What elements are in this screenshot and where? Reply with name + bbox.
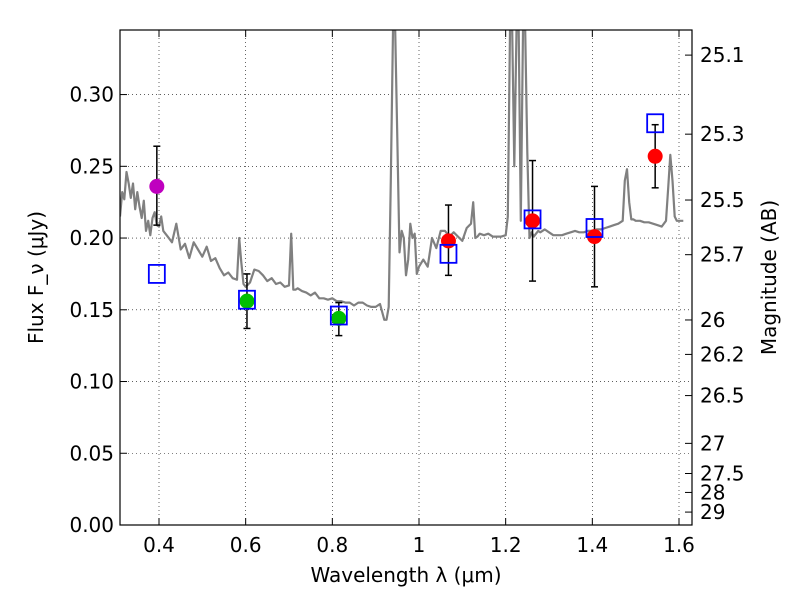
y2-tick-label-3: 25.7: [700, 243, 745, 267]
x-tick-label-0: 0.4: [143, 533, 175, 557]
y2-tick-label-5: 26.2: [700, 342, 745, 366]
y2-tick-label-10: 29: [700, 500, 725, 524]
model-square-1: [238, 289, 256, 310]
model-square-5: [585, 218, 604, 238]
points-layer: [147, 113, 665, 326]
y2-tick-label-0: 25.1: [700, 43, 745, 67]
y-axis-label: Flux F_ν (μJy): [24, 211, 48, 344]
spectrum-layer: [120, 30, 684, 321]
grid: [120, 30, 692, 525]
model-square-3: [439, 243, 458, 264]
x-tick-label-6: 1.6: [663, 533, 695, 557]
x-axis-label: Wavelength λ (μm): [310, 563, 501, 587]
y2-tick-label-8: 27.5: [700, 461, 745, 485]
model-square-0: [147, 264, 166, 284]
y-tick-label-4: 0.20: [69, 226, 114, 250]
y-tick-label-5: 0.25: [69, 154, 114, 178]
y2-tick-label-7: 27: [700, 431, 725, 455]
data-point-2-0: [440, 233, 456, 249]
y2-tick-label-4: 26: [700, 308, 725, 332]
model-square-6: [646, 113, 665, 134]
y2-tick-label-9: 28: [700, 480, 725, 504]
x-tick-label-2: 0.8: [316, 533, 348, 557]
model-square-2: [329, 305, 348, 326]
data-point-2-3: [647, 148, 663, 164]
y-tick-label-3: 0.15: [69, 298, 114, 322]
y-tick-label-0: 0.00: [69, 513, 114, 537]
y2-tick-label-2: 25.5: [700, 188, 745, 212]
x-tick-label-3: 1: [413, 533, 426, 557]
spectrum-line: [120, 30, 684, 321]
y2-tick-label-6: 26.5: [700, 384, 745, 408]
y2-axis-label: Magnitude (AB): [757, 200, 781, 355]
data-point-1-0: [239, 293, 255, 309]
ticks-layer: 0.4 0.6 0.8 1 1.2 1.4 1.6 0.00 0.05 0.10 0.15 0.20 0…: [69, 30, 745, 557]
y-tick-label-2: 0.10: [69, 370, 114, 394]
y-tick-label-6: 0.30: [69, 83, 114, 107]
y-tick-label-1: 0.05: [69, 441, 114, 465]
model-square-4: [523, 209, 542, 230]
data-point-1-1: [331, 310, 347, 326]
errorbar-layer: [153, 123, 659, 337]
x-tick-label-4: 1.2: [490, 533, 522, 557]
plot-frame: [119, 29, 693, 526]
y2-tick-label-1: 25.3: [700, 122, 745, 146]
x-tick-label-1: 0.6: [230, 533, 262, 557]
data-point-2-1: [525, 213, 541, 229]
x-tick-label-5: 1.4: [576, 533, 608, 557]
data-point-0-0: [149, 178, 165, 194]
